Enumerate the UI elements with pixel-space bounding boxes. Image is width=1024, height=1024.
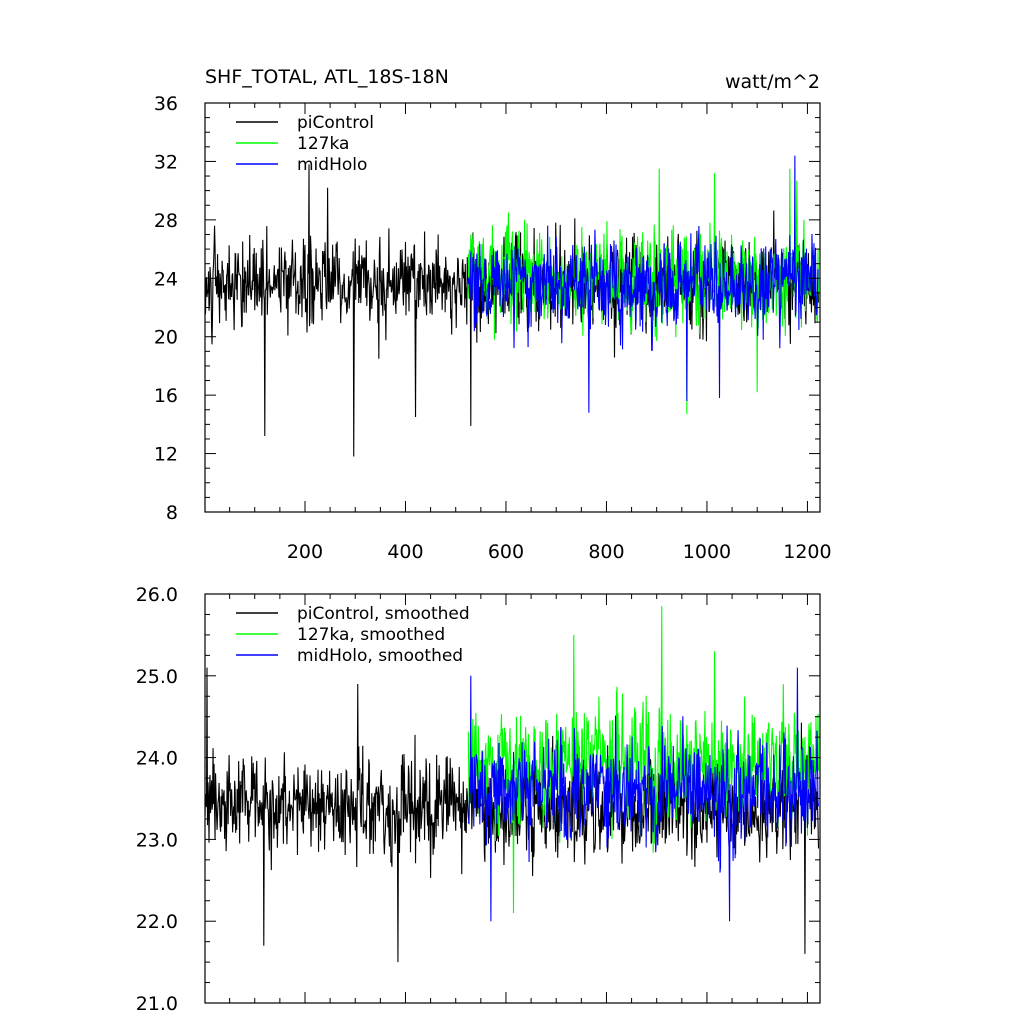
y-tick-label: 12 bbox=[154, 444, 178, 466]
series-lines bbox=[204, 606, 820, 963]
y-tick-label: 21.0 bbox=[136, 993, 178, 1015]
legend-label: piControl, smoothed bbox=[297, 604, 470, 624]
y-tick-label: 24 bbox=[154, 268, 178, 290]
chart-title: SHF_TOTAL, ATL_18S-18N bbox=[205, 66, 449, 88]
y-tick-label: 25.0 bbox=[136, 666, 178, 688]
x-tick-label: 200 bbox=[287, 541, 323, 563]
bottom-chart: 21.0 22.0 23.0 24.0 25.0 26.0 piControl, smoo… bbox=[136, 584, 821, 1015]
x-tick-label: 400 bbox=[387, 541, 423, 563]
legend-label: 127ka, smoothed bbox=[297, 625, 445, 645]
y-tick-label: 16 bbox=[154, 385, 178, 407]
legend-label: piControl bbox=[297, 113, 374, 133]
series-line-127ka-smoothed bbox=[467, 606, 820, 914]
axes: 8 12 16 20 24 28 32 36 200 400 600 800 1000 1200 bbox=[154, 93, 832, 563]
x-tick-label: 800 bbox=[588, 541, 624, 563]
series-line-midholo bbox=[467, 155, 819, 413]
y-tick-label: 23.0 bbox=[136, 829, 178, 851]
legend-label: 127ka bbox=[297, 134, 349, 154]
y-tick-label: 26.0 bbox=[136, 584, 178, 606]
y-tick-label: 36 bbox=[154, 93, 178, 115]
series-lines bbox=[204, 155, 820, 457]
top-chart: SHF_TOTAL, ATL_18S-18N watt/m^2 8 12 16 20 2… bbox=[154, 66, 832, 563]
y-tick-label: 32 bbox=[154, 151, 178, 173]
legend-label: midHolo, smoothed bbox=[297, 646, 463, 666]
x-tick-label: 1200 bbox=[783, 541, 831, 563]
y-tick-label: 24.0 bbox=[136, 748, 178, 770]
legend-label: midHolo bbox=[297, 155, 367, 175]
x-tick-label: 1000 bbox=[683, 541, 731, 563]
x-tick-label: 600 bbox=[488, 541, 524, 563]
series-line-midholo-smoothed bbox=[467, 667, 820, 922]
units-label: watt/m^2 bbox=[725, 71, 820, 93]
y-tick-label: 22.0 bbox=[136, 911, 178, 933]
y-tick-label: 20 bbox=[154, 327, 178, 349]
y-tick-label: 8 bbox=[166, 502, 178, 524]
axes: 21.0 22.0 23.0 24.0 25.0 26.0 bbox=[136, 584, 821, 1015]
y-tick-label: 28 bbox=[154, 210, 178, 232]
